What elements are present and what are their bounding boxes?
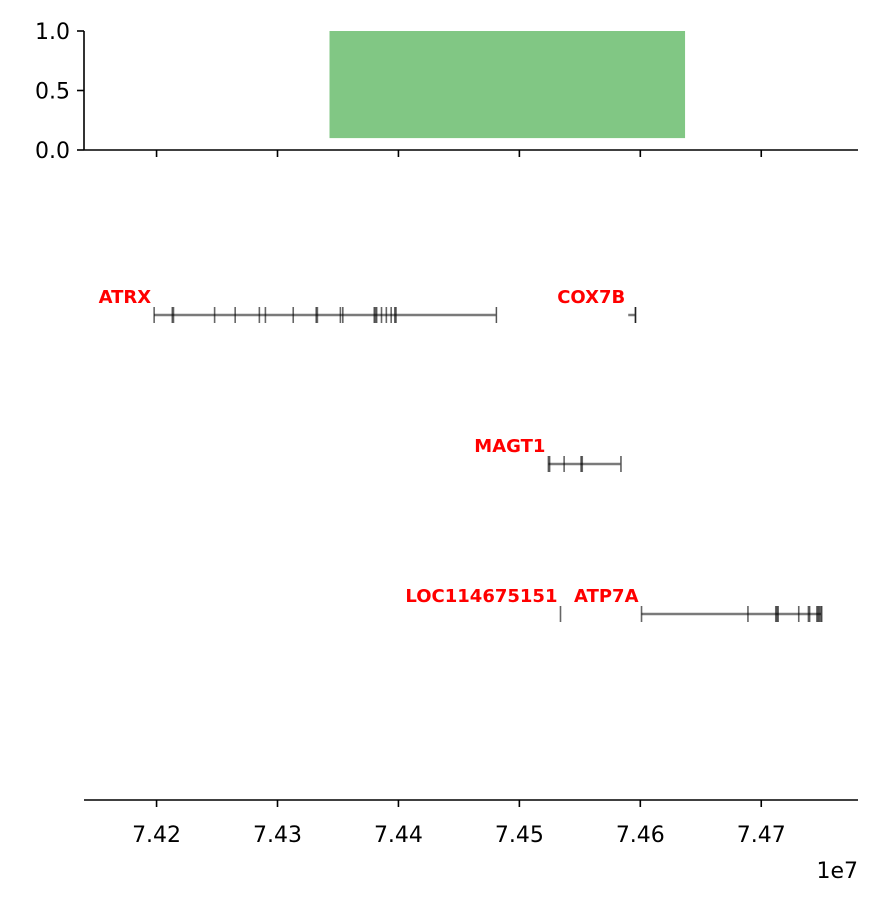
- bottom-x-tick-label: 7.44: [374, 823, 423, 848]
- bottom-x-tick-label: 7.46: [616, 823, 665, 848]
- gene-cox7b: COX7B: [557, 287, 637, 323]
- bottom-x-tick-label: 7.43: [253, 823, 302, 848]
- gene-label: MAGT1: [474, 436, 545, 457]
- gene-magt1: MAGT1: [474, 436, 622, 472]
- gene-label: ATRX: [99, 287, 152, 308]
- gene-label: LOC114675151: [405, 586, 557, 607]
- bottom-x-tick-label: 7.47: [737, 823, 786, 848]
- top-y-tick-label: 1.0: [35, 20, 70, 45]
- bottom-x-tick-label: 7.45: [495, 823, 544, 848]
- gene-label: COX7B: [557, 287, 625, 308]
- gene-label: ATP7A: [574, 586, 639, 607]
- top-y-tick-label: 0.0: [35, 139, 70, 164]
- top-y-tick-label: 0.5: [35, 80, 70, 105]
- bottom-x-tick-label: 7.42: [132, 823, 181, 848]
- coverage-bar: [329, 31, 686, 139]
- coverage-panel: 0.0 0.5 1.0: [35, 20, 858, 164]
- x-offset-label: 1e7: [816, 859, 858, 884]
- gene-track-panel: 7.42 7.43 7.44 7.45 7.46 7.47 1e7 ATRX COX7B MAGT…: [84, 287, 858, 884]
- gene-atrx: ATRX: [99, 287, 498, 323]
- gene-loc114675151: LOC114675151: [405, 586, 562, 622]
- gene-atp7a: ATP7A: [574, 586, 823, 622]
